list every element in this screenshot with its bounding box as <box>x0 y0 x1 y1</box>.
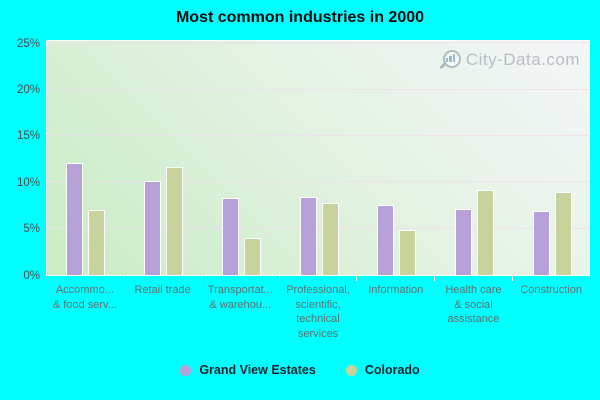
mini-bar-icon <box>449 56 452 62</box>
axis-tick <box>200 276 202 281</box>
bar-colorado <box>166 167 184 275</box>
y-tick-label: 15% <box>16 130 40 143</box>
bar-grand-view-estates <box>144 181 162 275</box>
axis-tick <box>434 276 436 281</box>
bar-grand-view-estates <box>377 204 395 275</box>
x-category-label: Accommo... & food serv... <box>52 284 117 311</box>
y-tick-label: 10% <box>16 176 40 189</box>
mini-bar-icon <box>452 54 456 62</box>
legend-item: Grand View Estates <box>180 363 316 377</box>
bar-colorado <box>399 229 417 275</box>
bar-grand-view-estates <box>532 211 550 275</box>
x-category-label: Information <box>368 284 424 296</box>
bar-colorado <box>243 237 261 275</box>
chart-title: Most common industries in 2000 <box>175 9 425 26</box>
magnifier-chart-icon <box>438 49 462 71</box>
gridline <box>47 181 589 183</box>
y-tick-label: 5% <box>23 223 40 236</box>
axis-tick <box>123 276 125 281</box>
bar-colorado <box>554 191 572 275</box>
gridline <box>47 134 589 136</box>
y-axis-labels: 0% 5% 10% 15% 20% 25% <box>0 37 40 282</box>
x-category-label: Transportat... & warehou... <box>207 284 273 311</box>
axis-tick <box>356 276 358 281</box>
bar-grand-view-estates <box>299 197 317 275</box>
bar-colorado <box>476 189 494 275</box>
y-tick-label: 0% <box>23 269 40 282</box>
legend-swatch <box>345 364 357 376</box>
legend-swatch <box>180 364 192 376</box>
x-category-label: Construction <box>520 284 583 296</box>
gridline <box>47 227 589 229</box>
bar-grand-view-estates <box>454 209 472 275</box>
plot-area: City-Data.com <box>46 40 590 276</box>
axis-tick <box>511 276 513 281</box>
x-category-label: Professional, scientific, technical service… <box>286 284 350 340</box>
watermark: City-Data.com <box>438 49 580 71</box>
x-axis-ticks <box>46 276 590 281</box>
watermark-text: City-Data.com <box>465 50 580 69</box>
y-tick-label: 25% <box>16 37 40 50</box>
legend-label: Grand View Estates <box>199 363 316 377</box>
y-tick-label: 20% <box>16 84 40 97</box>
legend-item: Colorado <box>345 363 420 377</box>
x-category-label: Retail trade <box>134 284 191 296</box>
legend: Grand View Estates Colorado <box>0 363 600 377</box>
gridline <box>47 42 589 44</box>
magnifier-lens <box>442 50 461 68</box>
legend-label: Colorado <box>364 363 420 377</box>
axis-tick <box>278 276 280 281</box>
x-axis-labels: Accommo... & food serv... Retail trade Tran… <box>46 283 590 341</box>
bar-colorado <box>321 202 339 275</box>
bar-colorado <box>88 210 106 275</box>
x-category-label: Health care & social assistance <box>445 284 502 325</box>
bar-grand-view-estates <box>221 198 239 275</box>
mini-bar-icon <box>445 58 449 62</box>
gridline <box>47 88 589 90</box>
bar-grand-view-estates <box>66 162 84 275</box>
